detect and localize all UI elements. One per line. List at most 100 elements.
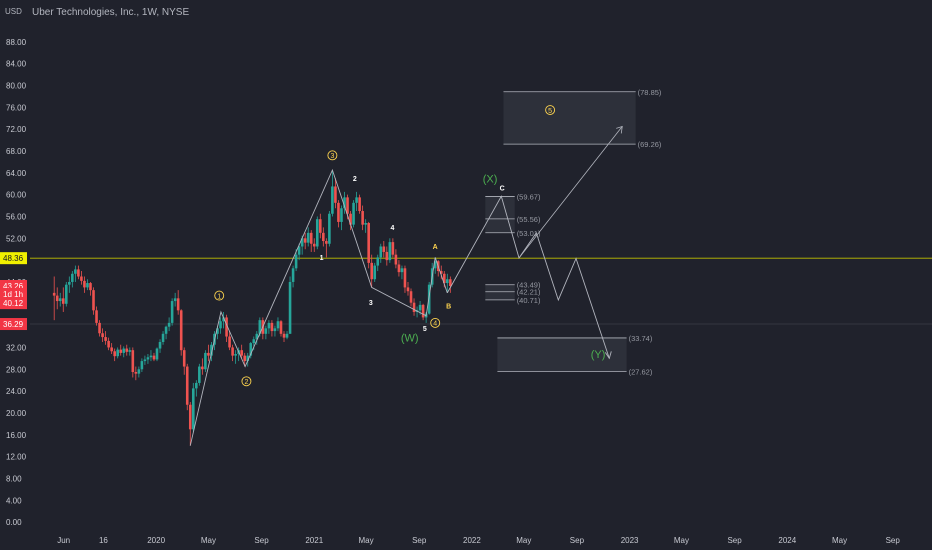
candle-body bbox=[343, 197, 346, 209]
candle-body bbox=[264, 328, 268, 334]
target-level-label: (42.21) bbox=[517, 288, 541, 297]
wave-label: (W) bbox=[401, 333, 419, 345]
wave-label-circle bbox=[545, 105, 556, 115]
candle-body bbox=[95, 310, 98, 323]
candle-body bbox=[449, 279, 452, 286]
candle-body bbox=[152, 355, 156, 360]
candle-body bbox=[80, 276, 83, 281]
candle-body bbox=[243, 355, 247, 362]
x-tick-label: 2024 bbox=[778, 536, 796, 545]
candle-body bbox=[92, 290, 95, 311]
candle-body bbox=[312, 243, 316, 247]
x-tick-label: Sep bbox=[570, 536, 585, 545]
candle-body bbox=[191, 388, 195, 430]
candle-body bbox=[325, 241, 328, 244]
wave-label: 1 bbox=[217, 293, 221, 300]
candle-body bbox=[204, 352, 207, 370]
candle-body bbox=[231, 347, 234, 356]
candle-body bbox=[77, 269, 80, 277]
candle-body bbox=[376, 257, 380, 266]
candle-body bbox=[201, 366, 204, 370]
y-tick-label: 84.00 bbox=[6, 60, 27, 69]
candle-body bbox=[55, 295, 59, 302]
y-tick-label: 76.00 bbox=[6, 103, 27, 112]
x-tick-label: May bbox=[359, 536, 374, 545]
wave-label: 5 bbox=[423, 326, 427, 333]
y-tick-label: 72.00 bbox=[6, 125, 27, 134]
candle-body bbox=[170, 301, 174, 323]
candle-body bbox=[346, 197, 349, 214]
target-zone-box bbox=[485, 284, 515, 300]
candle-body bbox=[249, 343, 253, 356]
y-tick-label: 80.00 bbox=[6, 81, 27, 90]
candle-body bbox=[403, 268, 407, 288]
candle-body bbox=[188, 404, 192, 430]
target-level-label: (53.01) bbox=[517, 229, 541, 238]
candle-body bbox=[158, 341, 162, 349]
target-level-label: (59.67) bbox=[517, 192, 541, 201]
candle-body bbox=[134, 372, 138, 374]
y-tick-label: 28.00 bbox=[6, 365, 27, 374]
projection-arrowhead bbox=[604, 351, 612, 360]
candle-body bbox=[373, 265, 377, 280]
chart-title: Uber Technologies, Inc., 1W, NYSE bbox=[32, 7, 190, 18]
candle-body bbox=[385, 251, 389, 261]
candle-body bbox=[113, 351, 116, 357]
candle-body bbox=[409, 291, 413, 303]
candle-body bbox=[418, 304, 422, 311]
y-tick-label: 16.00 bbox=[6, 431, 27, 440]
candle-body bbox=[282, 333, 286, 338]
candle-body bbox=[300, 238, 304, 247]
candle-body bbox=[331, 186, 334, 214]
price-label-bg bbox=[0, 252, 27, 265]
target-level-label: (33.74) bbox=[629, 334, 653, 343]
y-tick-label: 64.00 bbox=[6, 169, 27, 178]
candle-body bbox=[309, 232, 313, 244]
candle-body bbox=[74, 269, 77, 274]
wave-label: A bbox=[433, 244, 438, 251]
candle-body bbox=[349, 213, 352, 225]
candle-body bbox=[83, 280, 86, 288]
wave-label: B bbox=[446, 303, 451, 310]
wave-label-circle bbox=[214, 290, 225, 301]
projection-arrowhead bbox=[616, 125, 623, 134]
candle-body bbox=[276, 321, 280, 329]
wave-label-circle bbox=[430, 317, 441, 328]
candle-body bbox=[412, 302, 416, 312]
candle-body bbox=[137, 369, 141, 374]
y-tick-label: 60.00 bbox=[6, 191, 27, 200]
candle-body bbox=[270, 322, 274, 332]
candle-body bbox=[433, 261, 437, 269]
candle-body bbox=[379, 246, 383, 258]
x-tick-label: Sep bbox=[254, 536, 269, 545]
candle-body bbox=[173, 298, 177, 302]
wave-label: 4 bbox=[433, 321, 437, 328]
candle-body bbox=[252, 339, 256, 344]
candle-body bbox=[195, 382, 198, 389]
candle-body bbox=[291, 268, 295, 282]
candle-body bbox=[255, 333, 259, 340]
y-tick-label: 32.00 bbox=[6, 343, 27, 352]
candle-body bbox=[125, 348, 129, 352]
candle-body bbox=[228, 336, 231, 348]
target-level-label: (43.49) bbox=[517, 281, 541, 290]
x-tick-label: Sep bbox=[412, 536, 427, 545]
candle-body bbox=[258, 320, 262, 334]
candle-body bbox=[358, 197, 361, 212]
elliott-wave-path bbox=[189, 168, 448, 446]
x-tick-label: May bbox=[674, 536, 689, 545]
candle-body bbox=[355, 197, 358, 203]
wave-label: (X) bbox=[483, 173, 498, 185]
price-label: 43.26 bbox=[3, 282, 24, 291]
y-tick-label: 24.00 bbox=[6, 387, 27, 396]
price-label-bg bbox=[0, 318, 27, 331]
x-tick-label: 2021 bbox=[305, 536, 323, 545]
candle-body bbox=[318, 219, 322, 233]
candle-body bbox=[64, 284, 68, 304]
y-tick-label: 56.00 bbox=[6, 212, 27, 221]
x-tick-label: May bbox=[832, 536, 847, 545]
candle-body bbox=[240, 350, 243, 356]
candle-body bbox=[167, 322, 171, 327]
x-tick-label: May bbox=[201, 536, 216, 545]
